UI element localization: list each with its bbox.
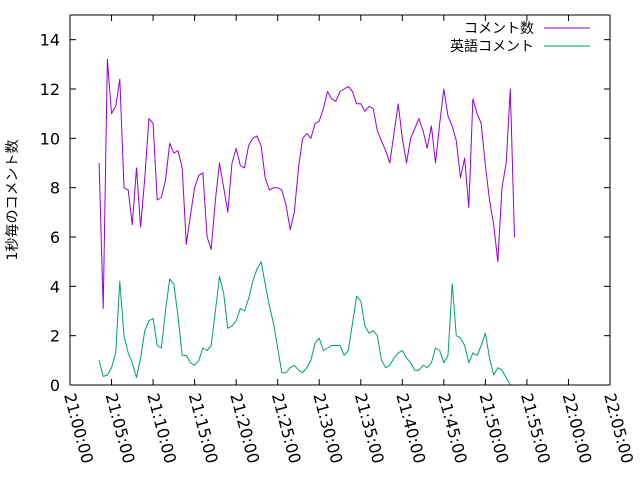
legend-label: コメント数 — [464, 21, 534, 37]
plot-frame — [69, 14, 611, 386]
y-tick-label: 4 — [50, 277, 60, 296]
y-tick-label: 6 — [50, 228, 60, 247]
y-axis-ticks: 0 2 4 6 8 10 12 14 — [40, 31, 610, 395]
series-layer — [98, 58, 515, 386]
legend-label: 英語コメント — [450, 38, 534, 55]
y-tick-label: 10 — [40, 129, 60, 148]
y-tick-label: 2 — [50, 327, 60, 346]
y-tick-label: 0 — [50, 376, 60, 395]
y-tick-label: 8 — [50, 179, 60, 198]
y-tick-label: 14 — [40, 31, 60, 50]
series-line-1 — [98, 58, 515, 309]
series-line-2 — [98, 261, 511, 386]
y-tick-label: 12 — [40, 80, 60, 99]
y-axis-title: 1秒毎のコメント数 — [5, 140, 21, 261]
